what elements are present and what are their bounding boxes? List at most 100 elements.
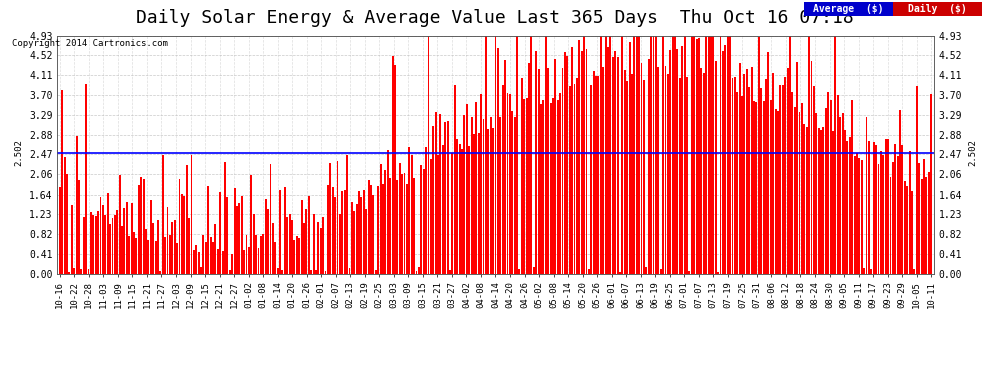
Bar	[284, 187, 286, 274]
Bar	[463, 115, 465, 274]
Bar	[624, 70, 626, 274]
Bar	[801, 103, 803, 274]
Bar	[95, 216, 97, 274]
Bar	[928, 172, 930, 274]
Bar	[863, 268, 865, 274]
Bar	[236, 206, 238, 274]
Bar	[255, 236, 257, 274]
Bar	[85, 84, 87, 274]
Bar	[404, 174, 406, 274]
Bar	[614, 51, 616, 274]
Bar	[844, 130, 846, 274]
Bar	[90, 212, 92, 274]
Bar	[148, 240, 149, 274]
Text: Average  ($): Average ($)	[813, 4, 884, 14]
Bar	[75, 136, 77, 274]
Bar	[686, 77, 688, 274]
Bar	[234, 188, 236, 274]
Bar	[318, 222, 320, 274]
Bar	[124, 208, 126, 274]
Bar	[856, 153, 858, 274]
Bar	[639, 36, 641, 274]
Bar	[820, 130, 822, 274]
Bar	[528, 63, 530, 274]
Bar	[257, 248, 259, 274]
Bar	[919, 164, 920, 274]
Bar	[911, 191, 913, 274]
Bar	[813, 86, 815, 274]
Bar	[73, 268, 75, 274]
Bar	[370, 185, 372, 274]
Bar	[578, 40, 580, 274]
Bar	[610, 36, 612, 274]
Bar	[260, 236, 261, 274]
Text: 2.502: 2.502	[14, 140, 23, 166]
Bar	[152, 223, 154, 274]
Bar	[435, 112, 437, 274]
Bar	[605, 36, 607, 274]
Bar	[688, 271, 690, 274]
Bar	[748, 87, 750, 274]
Bar	[755, 102, 757, 274]
Bar	[715, 62, 717, 274]
Bar	[248, 248, 249, 274]
Bar	[641, 63, 643, 274]
Bar	[129, 236, 131, 274]
Bar	[227, 197, 229, 274]
Bar	[887, 139, 889, 274]
Bar	[571, 47, 573, 274]
Bar	[540, 104, 542, 274]
Bar	[816, 113, 817, 274]
Bar	[470, 117, 472, 274]
Bar	[143, 179, 145, 274]
Bar	[207, 186, 209, 274]
Bar	[78, 180, 80, 274]
Bar	[524, 99, 525, 274]
Bar	[679, 78, 681, 274]
Bar	[446, 121, 448, 274]
Bar	[607, 46, 609, 274]
Bar	[825, 108, 827, 274]
Bar	[205, 242, 207, 274]
Bar	[332, 187, 334, 274]
Bar	[636, 36, 638, 274]
Bar	[554, 59, 556, 274]
Bar	[664, 66, 666, 274]
Bar	[717, 272, 719, 274]
Bar	[418, 267, 420, 274]
Bar	[885, 139, 887, 274]
Bar	[401, 174, 403, 274]
Bar	[734, 77, 736, 274]
Bar	[657, 67, 659, 274]
Bar	[595, 76, 597, 274]
Bar	[355, 204, 357, 274]
Bar	[178, 179, 180, 274]
Bar	[629, 42, 631, 274]
Bar	[215, 224, 217, 274]
Bar	[169, 235, 171, 274]
Bar	[241, 196, 243, 274]
Bar	[250, 175, 252, 274]
Bar	[514, 117, 516, 274]
Bar	[119, 175, 121, 274]
Bar	[730, 36, 731, 274]
Bar	[840, 117, 842, 274]
Bar	[421, 165, 423, 274]
Bar	[203, 235, 204, 274]
Bar	[358, 191, 360, 274]
Bar	[487, 129, 489, 274]
Bar	[58, 187, 60, 274]
Bar	[931, 94, 933, 274]
Bar	[904, 181, 906, 274]
Bar	[890, 177, 891, 274]
Bar	[198, 252, 200, 274]
Text: Daily Solar Energy & Average Value Last 365 Days  Thu Oct 16 07:18: Daily Solar Energy & Average Value Last …	[137, 9, 853, 27]
Bar	[497, 48, 499, 274]
Bar	[536, 51, 538, 274]
Bar	[808, 36, 810, 274]
Bar	[392, 56, 393, 274]
Bar	[449, 270, 451, 274]
Bar	[617, 57, 619, 274]
Bar	[274, 242, 276, 274]
Text: Copyright 2014 Cartronics.com: Copyright 2014 Cartronics.com	[12, 39, 167, 48]
